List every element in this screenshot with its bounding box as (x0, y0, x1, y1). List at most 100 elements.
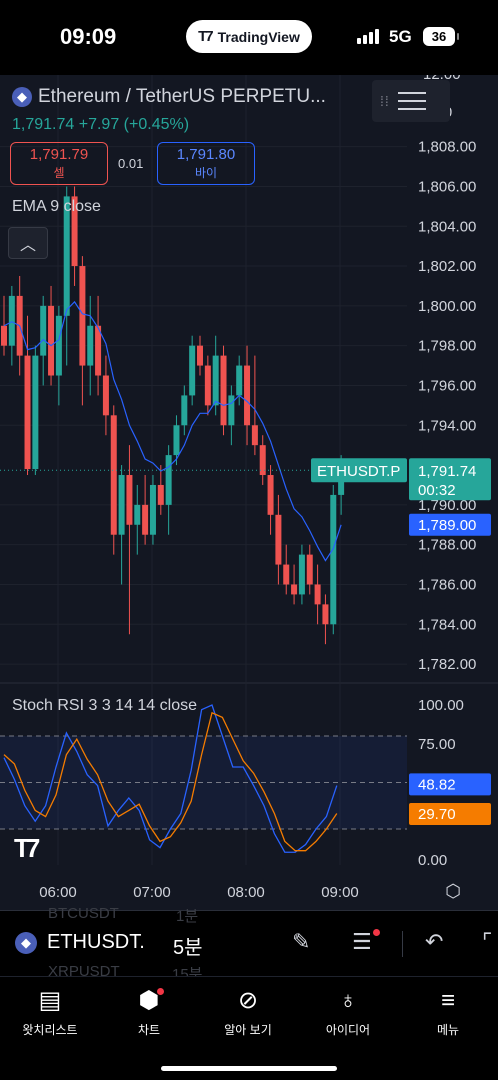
symbol-tag-bg (311, 458, 407, 483)
sell-button[interactable]: 1,791.79 셀 (10, 142, 108, 185)
nav-explore[interactable]: ⊘ 알아 보기 (198, 985, 298, 1038)
sell-label: 셀 (53, 166, 65, 180)
buy-label: 바이 (194, 166, 218, 180)
battery-level: 36 (431, 29, 447, 44)
ethereum-icon: ◆ (12, 87, 32, 107)
toolbar-divider (402, 931, 403, 957)
y-tick-label-partial-top: 12.00 (423, 75, 461, 83)
y-tick-label: 1,790.00 (418, 497, 476, 514)
nav-chart-label: 차트 (137, 1023, 161, 1037)
candle-body (251, 425, 258, 446)
candle-body (283, 564, 290, 585)
y-tick-label: 1,802.00 (418, 258, 476, 275)
nav-ideas[interactable]: ♁ 아이디어 (298, 985, 398, 1038)
last-price-badge (409, 458, 491, 501)
candle-body (204, 365, 211, 406)
candle-body (267, 475, 274, 515)
candle-body (134, 504, 141, 525)
symbol-title: Ethereum / TetherUS PERPETU... (38, 86, 326, 107)
candle-body (189, 345, 196, 396)
symbol-selector[interactable]: ETHUSDT. (47, 931, 145, 953)
y-tick-label: 1,800.00 (418, 298, 476, 315)
candle-body (165, 455, 172, 505)
chart-area[interactable]: 1,808.00 1,806.00 1,804.00 1,802.00 1,800.00… (0, 75, 498, 910)
candle-body (8, 295, 15, 346)
ema-value-label: 1,789.00 (418, 517, 476, 534)
candle-body (95, 325, 102, 376)
stoch-d-line (3, 711, 338, 852)
chart-icon: ⬢ (99, 985, 199, 1017)
candle-body (212, 355, 219, 406)
y-tick-label: 1,784.00 (418, 616, 476, 633)
stoch-rsi-label[interactable]: Stoch RSI 3 3 14 14 close (12, 697, 197, 714)
candle-body (181, 395, 188, 426)
symbol-legend[interactable]: ◆ Ethereum / TetherUS PERPETU... (12, 86, 326, 108)
stoch-y-tick: 75.00 (418, 736, 456, 753)
y-tick-label: 1,798.00 (418, 338, 476, 355)
hexagon-gear-icon[interactable]: ⬡ (445, 880, 461, 901)
fullscreen-icon[interactable]: ⌜ (482, 929, 493, 954)
tradingview-logo-icon: T7 (198, 28, 213, 45)
candle-body (48, 305, 55, 376)
signal-icon (357, 29, 379, 44)
candle-body (220, 355, 227, 426)
candle-body (142, 504, 149, 535)
nav-watchlist[interactable]: ▤ 왓치리스트 (0, 985, 100, 1038)
candle-body (306, 554, 313, 585)
bottom-navigation: ▤ 왓치리스트 ⬢ 차트 ⊘ 알아 보기 ♁ 아이디어 ≡ 메뉴 (0, 976, 498, 1080)
candle-body (197, 345, 203, 366)
y-tick-label: 1,782.00 (418, 656, 476, 673)
nav-menu[interactable]: ≡ 메뉴 (398, 985, 498, 1038)
candle-body (236, 365, 243, 396)
candle-body (126, 475, 133, 525)
price-change: +7.97 (78, 116, 120, 133)
chart-canvas[interactable]: 1,808.00 1,806.00 1,804.00 1,802.00 1,800.00… (0, 75, 498, 910)
notification-dot (373, 929, 380, 936)
candle-body (149, 484, 156, 535)
price-change-line: 1,791.74 +7.97 (+0.45%) (12, 116, 189, 134)
drag-handle-icon[interactable]: ⁞⁞ (380, 93, 390, 109)
home-indicator[interactable] (161, 1066, 337, 1071)
y-tick-label: 1,804.00 (418, 218, 476, 235)
ema-line (3, 300, 342, 562)
tradingview-watermark-icon: T7 (14, 833, 40, 863)
indicator-settings-icon[interactable]: ☰ (352, 929, 372, 954)
x-tick-label: 06:00 (39, 884, 77, 901)
ema-indicator-label[interactable]: EMA 9 close (12, 198, 101, 215)
chevron-up-icon: ︿ (19, 237, 36, 254)
collapse-legend-button[interactable]: ︿ (8, 227, 48, 259)
candle-body (118, 475, 125, 535)
nav-explore-label: 알아 보기 (224, 1023, 272, 1037)
candle-body (32, 355, 39, 470)
x-tick-label: 09:00 (321, 884, 359, 901)
candle-body (314, 584, 321, 605)
lightbulb-icon: ♁ (339, 987, 357, 1014)
price-change-pct: (+0.45%) (123, 116, 190, 133)
interval-selector[interactable]: 5분 (173, 937, 203, 959)
candle-body (40, 305, 47, 356)
candle-body (330, 494, 337, 625)
y-tick-label: 1,794.00 (418, 417, 476, 434)
stoch-k-value: 48.82 (418, 776, 456, 793)
candle-body (322, 604, 329, 625)
status-bar: 09:09 T7 TradingView 5G 36 (0, 0, 498, 75)
sell-price: 1,791.79 (29, 146, 89, 163)
symbol-toolbar: BTCUSDT 1분 XRPUSDT 15분 ◆ ETHUSDT. 5분 ✎ ☰… (0, 905, 498, 983)
nav-chart[interactable]: ⬢ 차트 (99, 985, 199, 1038)
tradingview-pill[interactable]: T7 TradingView (186, 20, 312, 53)
stoch-y-tick: 0.00 (418, 852, 447, 869)
chart-menu-widget[interactable]: ⁞⁞ (372, 80, 450, 122)
undo-icon[interactable]: ↶ (425, 929, 444, 954)
pencil-drawing-icon[interactable]: ✎ (292, 929, 311, 954)
notification-dot (157, 988, 164, 995)
nav-ideas-label: 아이디어 (325, 1023, 371, 1037)
buy-button[interactable]: 1,791.80 바이 (157, 142, 255, 185)
candle-body (79, 266, 86, 366)
hamburger-icon[interactable] (397, 92, 426, 110)
ghost-symbol-top: BTCUSDT (48, 905, 119, 922)
symbol-tag: ETHUSDT.P (317, 463, 400, 480)
x-tick-label: 08:00 (227, 884, 265, 901)
candle-body (71, 196, 78, 267)
battery-icon: 36 (423, 27, 459, 46)
x-tick-label: 07:00 (133, 884, 171, 901)
